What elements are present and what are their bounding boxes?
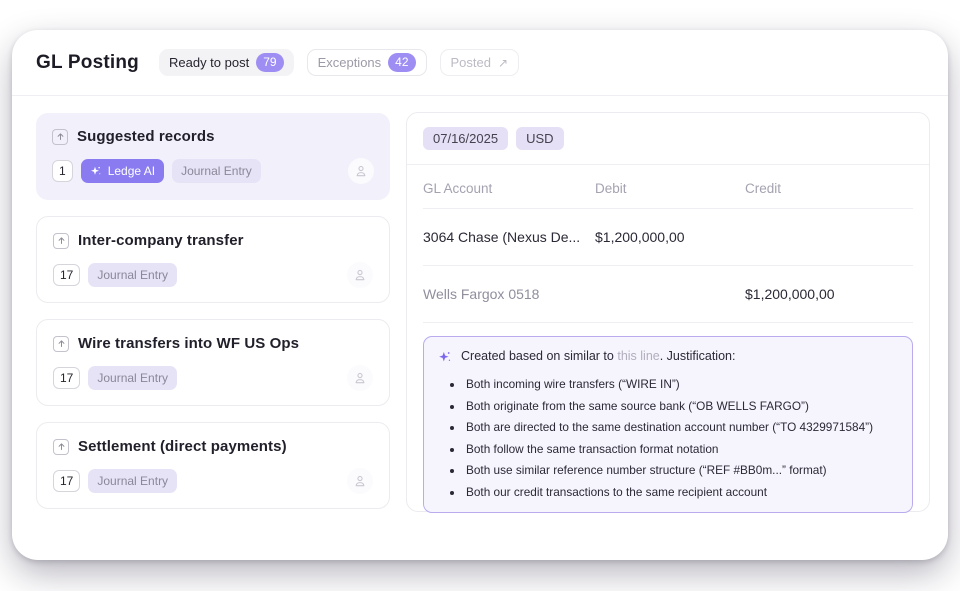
record-head: Inter-company transfer: [53, 232, 373, 249]
record-meta: 17 Journal Entry: [53, 365, 373, 391]
record-title: Settlement (direct payments): [78, 438, 287, 455]
table-row[interactable]: 3064 Chase (Nexus De... $1,200,000,00: [423, 209, 913, 266]
record-count: 17: [53, 470, 81, 492]
justification-bullet: Both incoming wire transfers (“WIRE IN”): [464, 377, 898, 391]
account-cell: 3064 Chase (Nexus De...: [423, 229, 581, 245]
table-header-row: GL Account Debit Credit: [423, 165, 913, 209]
tab-ready-to-post-count: 79: [256, 53, 284, 72]
debit-cell: $1,200,000,00: [595, 229, 685, 245]
page-title: GL Posting: [36, 51, 139, 73]
entry-meta-row: 07/16/2025 USD: [407, 113, 929, 165]
currency-chip[interactable]: USD: [516, 127, 564, 150]
record-count: 1: [52, 160, 73, 182]
table-row[interactable]: Wells Fargox 0518 $1,200,000,00: [423, 266, 913, 323]
justification-bullet: Both originate from the same source bank…: [464, 399, 898, 413]
record-count: 17: [53, 264, 81, 286]
assignee-avatar[interactable]: [347, 468, 373, 494]
record-meta: 17 Journal Entry: [53, 468, 373, 494]
justification-bullet: Both are directed to the same destinatio…: [464, 420, 898, 434]
record-count: 17: [53, 367, 81, 389]
tab-exceptions[interactable]: Exceptions 42: [306, 49, 427, 76]
justification-intro-text: Created based on similar to this line. J…: [461, 349, 735, 363]
intro-suffix: . Justification:: [659, 349, 736, 363]
ledge-ai-label: Ledge AI: [107, 164, 156, 178]
record-head: Settlement (direct payments): [53, 438, 373, 455]
person-icon: [355, 475, 365, 487]
tab-posted[interactable]: Posted ↗: [439, 49, 520, 76]
justification-intro: Created based on similar to this line. J…: [438, 349, 898, 367]
record-card-suggested[interactable]: Suggested records 1 Ledge AI Journal Ent…: [36, 113, 390, 200]
journal-entry-pill: Journal Entry: [172, 159, 261, 183]
external-link-icon: ↗: [498, 55, 509, 70]
tab-ready-to-post-label: Ready to post: [168, 55, 250, 70]
column-gl-account: GL Account: [423, 181, 493, 196]
account-cell: Wells Fargox 0518: [423, 286, 540, 302]
record-meta: 1 Ledge AI Journal Entry: [52, 158, 374, 184]
column-credit: Credit: [745, 181, 782, 196]
journal-entry-pill: Journal Entry: [88, 366, 178, 390]
justification-bullet: Both use similar reference number struct…: [464, 463, 898, 477]
arrow-up-square-icon: [53, 232, 69, 249]
tab-bar: Ready to post 79 Exceptions 42 Posted ↗: [158, 49, 520, 76]
app-window: GL Posting Ready to post 79 Exceptions 4…: [12, 30, 948, 560]
assignee-avatar[interactable]: [347, 365, 373, 391]
record-head: Suggested records: [52, 128, 374, 145]
record-title: Inter-company transfer: [78, 232, 244, 249]
journal-table: GL Account Debit Credit 3064 Chase (Nexu…: [407, 165, 929, 323]
record-meta: 17 Journal Entry: [53, 262, 373, 288]
intro-prefix: Created based on similar to: [461, 349, 618, 363]
record-title: Suggested records: [77, 128, 215, 145]
this-line-link[interactable]: this line: [617, 349, 660, 363]
detail-panel: 07/16/2025 USD GL Account Debit Credit 3…: [406, 112, 930, 513]
sparkle-icon: [438, 350, 452, 367]
record-head: Wire transfers into WF US Ops: [53, 335, 373, 352]
record-card-wire-transfers[interactable]: Wire transfers into WF US Ops 17 Journal…: [36, 319, 390, 406]
justification-bullet: Both our credit transactions to the same…: [464, 485, 898, 499]
journal-entry-pill: Journal Entry: [88, 469, 178, 493]
arrow-up-square-icon: [53, 335, 69, 352]
ledge-ai-pill: Ledge AI: [80, 159, 165, 183]
person-icon: [355, 269, 365, 281]
date-chip[interactable]: 07/16/2025: [423, 127, 509, 150]
ai-justification-box: Created based on similar to this line. J…: [423, 336, 913, 513]
record-card-intercompany[interactable]: Inter-company transfer 17 Journal Entry: [36, 216, 390, 303]
tab-exceptions-count: 42: [388, 53, 416, 72]
person-icon: [356, 165, 366, 177]
record-title: Wire transfers into WF US Ops: [78, 335, 300, 352]
tab-ready-to-post[interactable]: Ready to post 79: [158, 49, 294, 76]
justification-bullets: Both incoming wire transfers (“WIRE IN”)…: [438, 377, 898, 499]
tab-exceptions-label: Exceptions: [317, 55, 382, 70]
journal-entry-pill: Journal Entry: [88, 263, 178, 287]
arrow-up-square-icon: [52, 128, 68, 145]
justification-bullet: Both follow the same transaction format …: [464, 442, 898, 456]
assignee-avatar[interactable]: [348, 158, 374, 184]
tab-posted-label: Posted: [450, 55, 491, 70]
app-header: GL Posting Ready to post 79 Exceptions 4…: [12, 30, 948, 96]
arrow-up-square-icon: [53, 438, 69, 455]
sparkle-icon: [90, 166, 101, 175]
record-list: Suggested records 1 Ledge AI Journal Ent…: [36, 113, 390, 525]
assignee-avatar[interactable]: [347, 262, 373, 288]
record-card-settlement[interactable]: Settlement (direct payments) 17 Journal …: [36, 422, 390, 509]
credit-cell: $1,200,000,00: [745, 286, 835, 302]
column-debit: Debit: [595, 181, 627, 196]
person-icon: [355, 372, 365, 384]
